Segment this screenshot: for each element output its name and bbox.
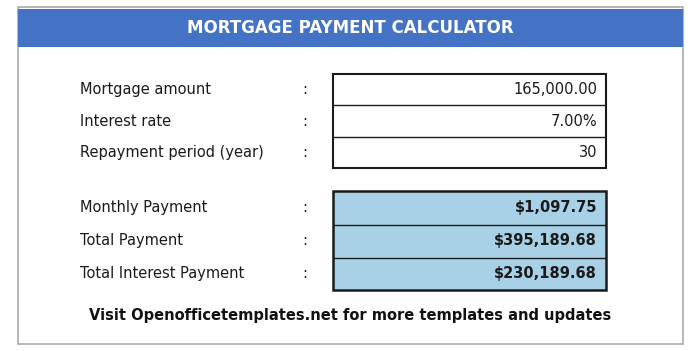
Text: :: : <box>302 82 307 97</box>
Text: :: : <box>302 266 307 281</box>
Text: Monthly Payment: Monthly Payment <box>80 200 208 214</box>
Text: Total Interest Payment: Total Interest Payment <box>80 266 245 281</box>
Bar <box>332 74 606 168</box>
Text: 165,000.00: 165,000.00 <box>513 82 597 97</box>
Text: Mortgage amount: Mortgage amount <box>80 82 211 97</box>
Text: 7.00%: 7.00% <box>550 114 597 128</box>
Text: 30: 30 <box>579 145 597 160</box>
Text: :: : <box>302 145 307 160</box>
Bar <box>18 9 682 47</box>
Text: $395,189.68: $395,189.68 <box>494 233 597 248</box>
Text: :: : <box>302 114 307 128</box>
Text: :: : <box>302 233 307 248</box>
Text: Visit Openofficetemplates.net for more templates and updates: Visit Openofficetemplates.net for more t… <box>89 309 611 323</box>
Text: $230,189.68: $230,189.68 <box>494 266 597 281</box>
Text: $1,097.75: $1,097.75 <box>514 200 597 214</box>
Text: Interest rate: Interest rate <box>80 114 172 128</box>
Text: Total Payment: Total Payment <box>80 233 183 248</box>
Text: MORTGAGE PAYMENT CALCULATOR: MORTGAGE PAYMENT CALCULATOR <box>187 19 513 37</box>
Text: Repayment period (year): Repayment period (year) <box>80 145 265 160</box>
Bar <box>332 191 606 290</box>
Text: :: : <box>302 200 307 214</box>
